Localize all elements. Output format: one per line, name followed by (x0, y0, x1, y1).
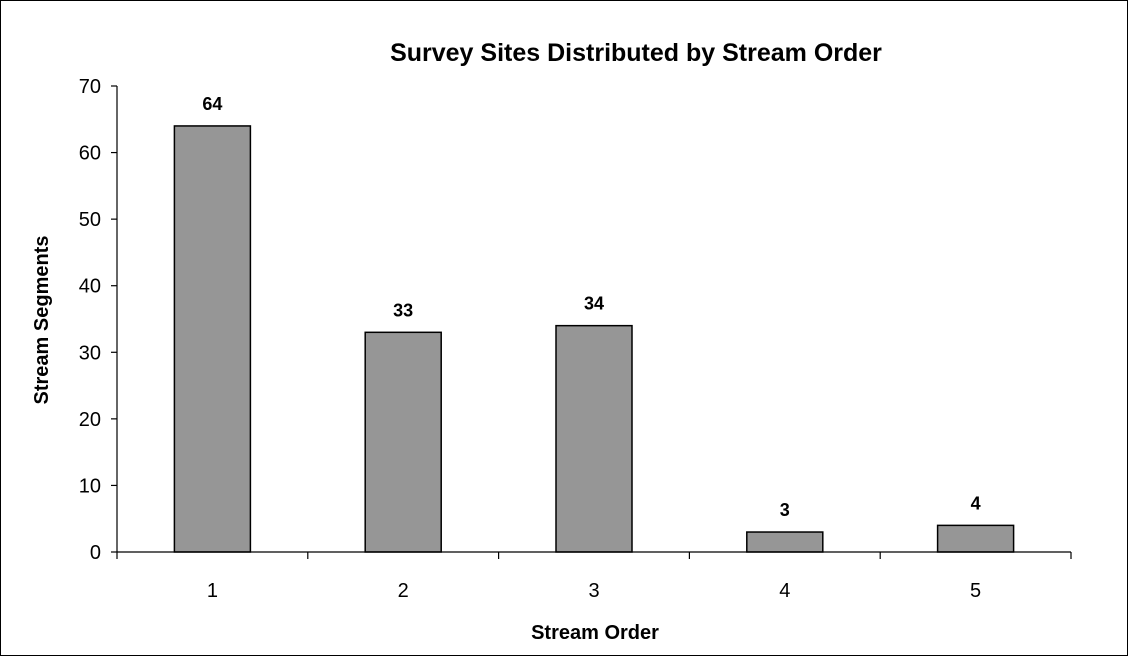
data-label-4: 3 (780, 500, 790, 520)
x-tick-label: 2 (398, 580, 409, 602)
y-tick-label: 50 (79, 209, 101, 231)
data-label-3: 34 (584, 294, 604, 314)
x-axis-title: Stream Order (531, 622, 659, 644)
y-tick-label: 40 (79, 276, 101, 298)
x-tick-label: 3 (588, 580, 599, 602)
data-label-2: 33 (393, 300, 413, 320)
y-tick-label: 60 (79, 143, 101, 165)
y-axis-title: Stream Segments (31, 236, 53, 405)
axes (116, 86, 1071, 553)
data-label-1: 64 (202, 94, 222, 114)
x-tick-label: 4 (779, 580, 790, 602)
y-tick-label: 10 (79, 475, 101, 497)
y-axis-ticks: 0 10 20 30 40 50 60 70 (79, 76, 117, 564)
x-axis-ticks: 1 2 3 4 5 (116, 552, 1072, 602)
y-tick-label: 70 (79, 76, 101, 98)
chart-title: Survey Sites Distributed by Stream Order (390, 39, 882, 67)
bar-3 (555, 324, 633, 553)
y-tick-label: 20 (79, 409, 101, 431)
x-tick-label: 1 (207, 580, 218, 602)
y-tick-label: 30 (79, 342, 101, 364)
bar-1 (173, 125, 252, 553)
data-label-5: 4 (971, 493, 981, 513)
bars (173, 125, 1015, 553)
x-tick-label: 5 (970, 580, 981, 602)
y-tick-label: 0 (90, 542, 101, 564)
bar-2 (364, 331, 442, 553)
bar-4 (746, 531, 824, 553)
bar-5 (936, 524, 1015, 553)
